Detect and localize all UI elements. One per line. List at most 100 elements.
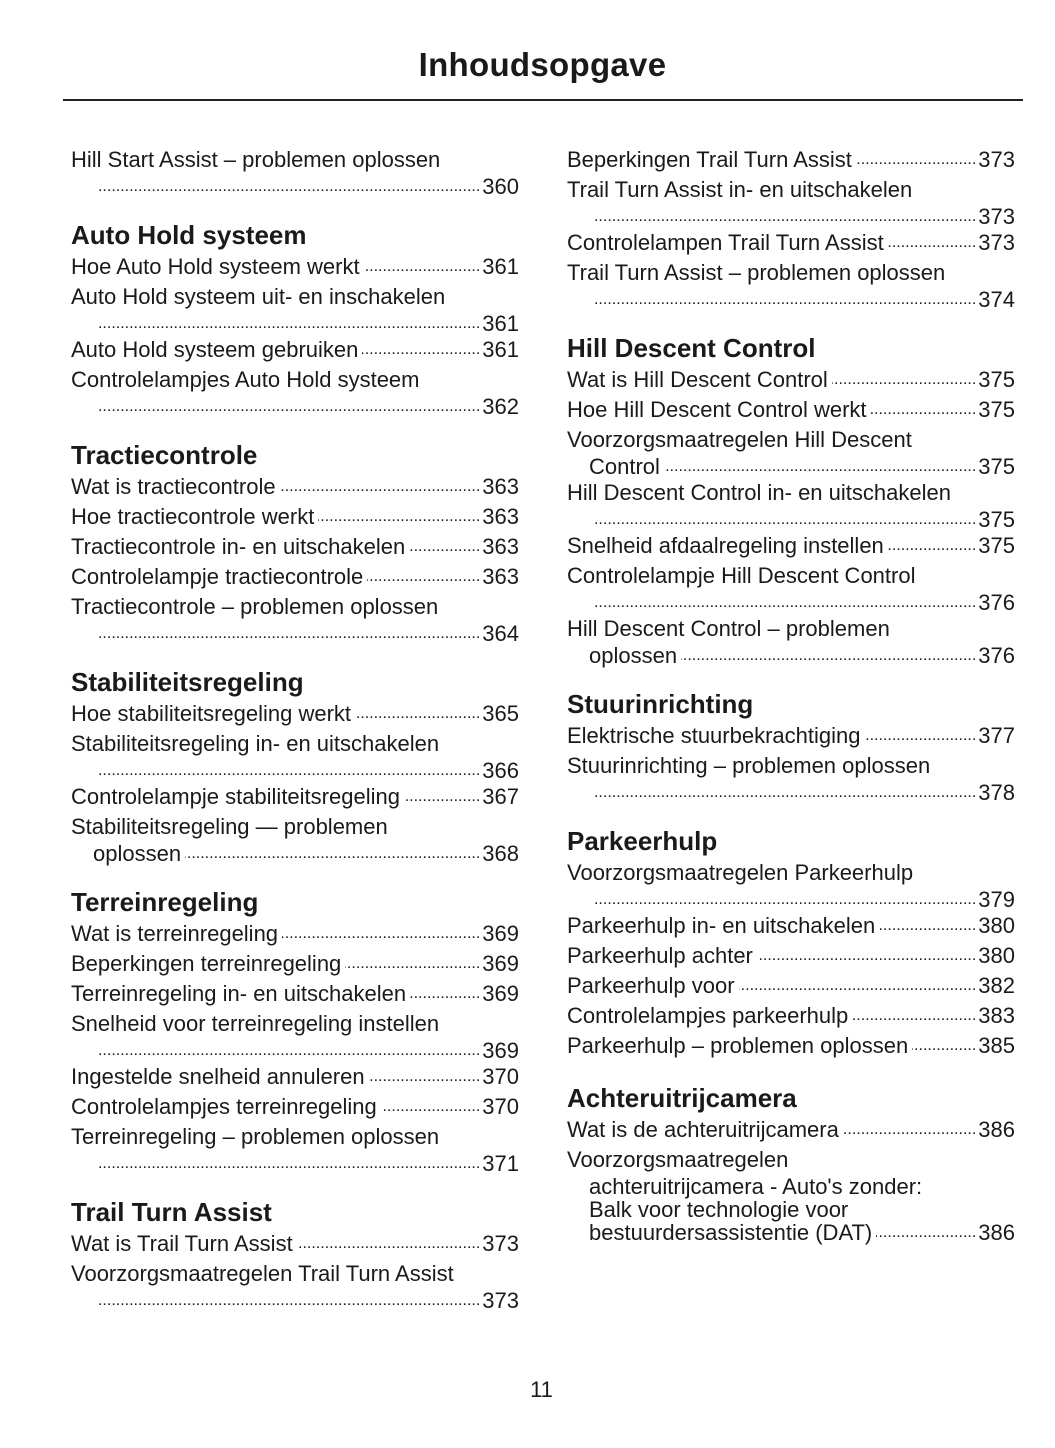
toc-page-number[interactable]: 376 — [978, 590, 1015, 615]
toc-page-number[interactable]: 380 — [978, 913, 1015, 938]
toc-entry[interactable]: Controlelampjes terreinregeling 370 — [71, 1092, 519, 1122]
toc-entry[interactable]: Tractiecontrole in- en uitschakelen 363 — [71, 532, 519, 562]
toc-entry[interactable]: Voorzorgsmaatregelen achteruitrijcamera -… — [567, 1145, 1015, 1244]
toc-page-number[interactable]: 375 — [978, 397, 1015, 422]
toc-entry[interactable]: Hill Start Assist – problemen oplossen 36… — [71, 145, 519, 198]
toc-page-number[interactable]: 386 — [978, 1220, 1015, 1245]
toc-page-number[interactable]: 375 — [978, 507, 1015, 532]
toc-entry[interactable]: Hoe tractiecontrole werkt 363 — [71, 502, 519, 532]
dot-leader — [280, 472, 481, 502]
toc-entry[interactable]: Parkeerhulp – problemen oplossen 385 — [567, 1031, 1015, 1061]
toc-entry[interactable]: Hoe Auto Hold systeem werkt 361 — [71, 252, 519, 282]
toc-entry[interactable]: Controlelampje tractiecontrole 363 — [71, 562, 519, 592]
toc-entry-title: bestuurdersassistentie (DAT) — [589, 1220, 873, 1245]
toc-page-number[interactable]: 373 — [978, 204, 1015, 229]
toc-page-number[interactable]: 361 — [482, 254, 519, 279]
toc-entry[interactable]: Parkeerhulp in- en uitschakelen 380 — [567, 911, 1015, 941]
toc-page-number[interactable]: 386 — [978, 1117, 1015, 1142]
toc-entry[interactable]: Terreinregeling in- en uitschakelen 369 — [71, 979, 519, 1009]
toc-entry[interactable]: Wat is Trail Turn Assist 373 — [71, 1229, 519, 1259]
toc-entry-title: Hill Descent Control in- en uitschakelen — [567, 480, 951, 505]
title-divider — [63, 99, 1023, 101]
toc-entry[interactable]: Snelheid afdaalregeling instellen 375 — [567, 531, 1015, 561]
toc-page-number[interactable]: 370 — [482, 1064, 519, 1089]
toc-entry[interactable]: Auto Hold systeem uit- en inschakelen 361 — [71, 282, 519, 335]
toc-page-number[interactable]: 365 — [482, 701, 519, 726]
toc-entry[interactable]: Wat is Hill Descent Control 375 — [567, 365, 1015, 395]
toc-page-number[interactable]: 369 — [482, 921, 519, 946]
toc-page-number[interactable]: 369 — [482, 1038, 519, 1063]
toc-page-number[interactable]: 368 — [482, 841, 519, 866]
toc-entry[interactable]: Terreinregeling – problemen oplossen 371 — [71, 1122, 519, 1175]
dot-leader — [593, 205, 976, 228]
toc-page-number[interactable]: 382 — [978, 973, 1015, 998]
toc-entry-title: Tractiecontrole in- en uitschakelen — [71, 534, 406, 559]
toc-entry[interactable]: Hill Descent Control – problemen oplossen… — [567, 614, 1015, 667]
toc-entry[interactable]: Controlelampje stabiliteitsregeling 367 — [71, 782, 519, 812]
toc-page-number[interactable]: 373 — [978, 147, 1015, 172]
toc-entry[interactable]: Controlelampje Hill Descent Control 376 — [567, 561, 1015, 614]
toc-page-number[interactable]: 375 — [978, 454, 1015, 479]
toc-page-number[interactable]: 375 — [978, 533, 1015, 558]
toc-page-number[interactable]: 385 — [978, 1033, 1015, 1058]
toc-entry-line: 366 — [71, 759, 519, 782]
toc-entry[interactable]: Wat is terreinregeling 369 — [71, 919, 519, 949]
toc-entry[interactable]: Auto Hold systeem gebruiken 361 — [71, 335, 519, 365]
toc-page-number[interactable]: 363 — [482, 534, 519, 559]
toc-entry[interactable]: Tractiecontrole – problemen oplossen 364 — [71, 592, 519, 645]
toc-entry[interactable]: Parkeerhulp voor 382 — [567, 971, 1015, 1001]
toc-page-number[interactable]: 363 — [482, 474, 519, 499]
toc-page-number[interactable]: 373 — [978, 230, 1015, 255]
toc-page-number[interactable]: 379 — [978, 887, 1015, 912]
toc-entry[interactable]: Beperkingen terreinregeling 369 — [71, 949, 519, 979]
toc-entry[interactable]: Wat is tractiecontrole 363 — [71, 472, 519, 502]
toc-entry-line: 362 — [71, 395, 519, 418]
toc-entry[interactable]: Wat is de achteruitrijcamera 386 — [567, 1115, 1015, 1145]
toc-entry[interactable]: Controlelampjes Auto Hold systeem 362 — [71, 365, 519, 418]
toc-page-number[interactable]: 371 — [482, 1151, 519, 1176]
toc-page-number[interactable]: 369 — [482, 981, 519, 1006]
toc-page-number[interactable]: 383 — [978, 1003, 1015, 1028]
toc-page-number[interactable]: 378 — [978, 780, 1015, 805]
toc-page-number[interactable]: 363 — [482, 564, 519, 589]
toc-entry[interactable]: Ingestelde snelheid annuleren 370 — [71, 1062, 519, 1092]
toc-entry[interactable]: Stabiliteitsregeling — problemen oplossen… — [71, 812, 519, 865]
toc-page-number[interactable]: 366 — [482, 758, 519, 783]
toc-entry[interactable]: Voorzorgsmaatregelen Hill Descent Control… — [567, 425, 1015, 478]
toc-entry[interactable]: Controlelampen Trail Turn Assist 373 — [567, 228, 1015, 258]
dot-leader — [355, 699, 480, 729]
toc-entry[interactable]: Beperkingen Trail Turn Assist 373 — [567, 145, 1015, 175]
toc-entry[interactable]: Stabiliteitsregeling in- en uitschakelen… — [71, 729, 519, 782]
toc-entry[interactable]: Trail Turn Assist in- en uitschakelen 373 — [567, 175, 1015, 228]
toc-entry[interactable]: Controlelampjes parkeerhulp 383 — [567, 1001, 1015, 1031]
toc-page-number[interactable]: 363 — [482, 504, 519, 529]
toc-page-number[interactable]: 361 — [482, 311, 519, 336]
toc-page-number[interactable]: 360 — [482, 174, 519, 199]
toc-entry[interactable]: Voorzorgsmaatregelen Parkeerhulp 379 — [567, 858, 1015, 911]
toc-page-number[interactable]: 380 — [978, 943, 1015, 968]
toc-entry[interactable]: Hoe stabiliteitsregeling werkt 365 — [71, 699, 519, 729]
toc-page-number[interactable]: 367 — [482, 784, 519, 809]
toc-page-number[interactable]: 377 — [978, 723, 1015, 748]
toc-entry[interactable]: Voorzorgsmaatregelen Trail Turn Assist 37… — [71, 1259, 519, 1312]
toc-page-number[interactable]: 361 — [482, 337, 519, 362]
toc-entry[interactable]: Snelheid voor terreinregeling instellen 3… — [71, 1009, 519, 1062]
dot-leader — [856, 145, 976, 175]
toc-page-number[interactable]: 375 — [978, 367, 1015, 392]
toc-entry[interactable]: Trail Turn Assist – problemen oplossen 37… — [567, 258, 1015, 311]
toc-entry[interactable]: Hill Descent Control in- en uitschakelen… — [567, 478, 1015, 531]
dot-leader — [876, 1221, 976, 1244]
toc-entry[interactable]: Elektrische stuurbekrachtiging 377 — [567, 721, 1015, 751]
toc-entry-line: Hoe tractiecontrole werkt 363 — [71, 502, 519, 532]
toc-page-number[interactable]: 370 — [482, 1094, 519, 1119]
toc-page-number[interactable]: 369 — [482, 951, 519, 976]
toc-page-number[interactable]: 373 — [482, 1231, 519, 1256]
toc-page-number[interactable]: 376 — [978, 643, 1015, 668]
toc-page-number[interactable]: 374 — [978, 287, 1015, 312]
toc-page-number[interactable]: 373 — [482, 1288, 519, 1313]
toc-page-number[interactable]: 364 — [482, 621, 519, 646]
toc-entry[interactable]: Parkeerhulp achter 380 — [567, 941, 1015, 971]
toc-page-number[interactable]: 362 — [482, 394, 519, 419]
toc-entry[interactable]: Hoe Hill Descent Control werkt 375 — [567, 395, 1015, 425]
toc-entry[interactable]: Stuurinrichting – problemen oplossen 378 — [567, 751, 1015, 804]
